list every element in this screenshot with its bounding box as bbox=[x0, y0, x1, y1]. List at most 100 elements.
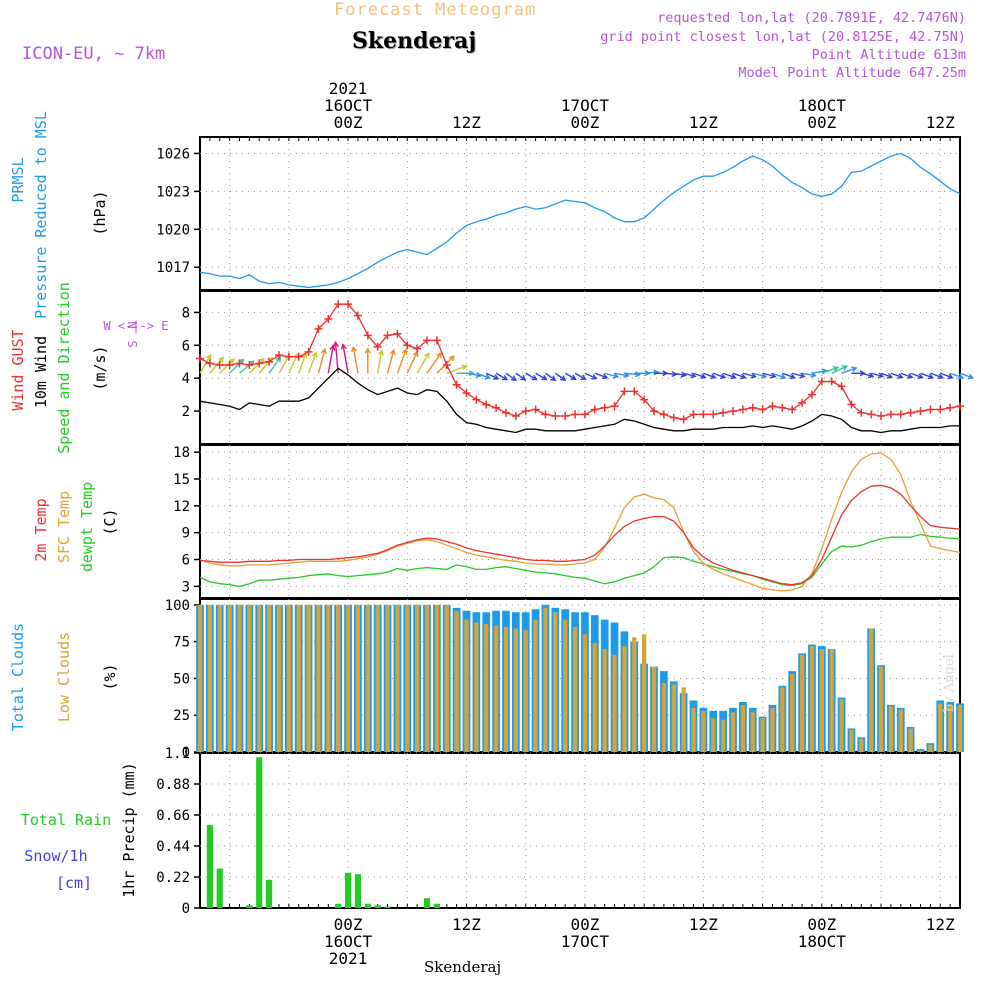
wind-arrow-shaft bbox=[327, 345, 334, 374]
gust-marker bbox=[314, 324, 323, 333]
gust-marker bbox=[324, 314, 333, 323]
y-tick-label: 18 bbox=[173, 445, 190, 461]
wind-arrow-shaft bbox=[940, 372, 953, 379]
wind-arrow-shaft bbox=[861, 372, 874, 378]
wind-gust-markers bbox=[196, 300, 964, 424]
top-time-label: 12Z bbox=[689, 113, 718, 132]
wind-arrow-shaft bbox=[713, 372, 726, 379]
low-cloud-bar bbox=[414, 604, 420, 752]
wind-arrow-head bbox=[510, 375, 517, 381]
compass-axis-label: W <-|-> E bbox=[103, 319, 168, 333]
compass-north-label: N bbox=[126, 321, 140, 328]
gust-marker bbox=[650, 407, 659, 416]
panel-frame bbox=[199, 752, 961, 909]
wind-arrow-shaft bbox=[693, 372, 706, 379]
wind-arrow-head bbox=[560, 375, 567, 381]
top-time-label: 12Z bbox=[926, 113, 955, 132]
wind-arrow-shaft bbox=[772, 372, 786, 379]
gust-marker bbox=[492, 403, 501, 412]
wind-gust-label: Wind GUST bbox=[9, 329, 27, 410]
low-cloud-bar bbox=[928, 744, 933, 752]
wind-arrow-shaft bbox=[880, 372, 893, 378]
rain-bar bbox=[374, 905, 381, 908]
wind-arrow-head bbox=[205, 353, 212, 361]
low-clouds-label: Low Clouds bbox=[55, 632, 73, 722]
low-cloud-bar bbox=[809, 646, 815, 752]
gust-marker bbox=[363, 331, 372, 340]
low-cloud-bar bbox=[592, 643, 597, 752]
low-cloud-bar bbox=[671, 684, 676, 752]
wind-arrow-head bbox=[867, 372, 875, 379]
low-cloud-bar bbox=[553, 612, 558, 752]
wind-arrow-shaft bbox=[574, 372, 586, 380]
gust-marker bbox=[442, 361, 451, 370]
low-cloud-bar bbox=[750, 712, 755, 752]
low-cloud-bar bbox=[296, 604, 301, 752]
y-tick-label: 9 bbox=[182, 526, 190, 542]
wind-arrow-head bbox=[877, 372, 885, 379]
gust-marker bbox=[798, 398, 807, 407]
wind-arrow-shaft bbox=[426, 352, 442, 374]
wind-arrow-shaft bbox=[604, 372, 618, 378]
model-point-altitude: Model Point Altitude 647.25m bbox=[738, 65, 966, 81]
wind-arrow-shaft bbox=[317, 348, 326, 374]
low-cloud-bar bbox=[770, 707, 775, 752]
pressure-label-prmsl: PRMSL bbox=[9, 157, 27, 202]
wind-arrow-head bbox=[710, 373, 717, 379]
gust-marker bbox=[265, 357, 274, 366]
wind-arrow-shaft bbox=[416, 352, 430, 374]
bottom-time-label: 2021 bbox=[329, 949, 368, 968]
wind-arrow-head bbox=[690, 372, 697, 379]
wind-arrow-head bbox=[730, 373, 737, 380]
wind-arrow-head bbox=[967, 373, 975, 380]
wind-arrow-shaft bbox=[614, 372, 629, 377]
top-time-label: 2021 bbox=[329, 79, 368, 98]
gust-marker bbox=[413, 344, 422, 353]
gust-marker bbox=[462, 389, 471, 397]
wind-arrow-head bbox=[580, 374, 587, 380]
low-cloud-bar bbox=[869, 628, 874, 752]
wind-arrow-shaft bbox=[841, 367, 857, 374]
gust-marker bbox=[867, 410, 876, 419]
gust-marker bbox=[827, 377, 836, 386]
low-cloud-bar bbox=[799, 654, 805, 752]
y-tick-label: 2 bbox=[182, 404, 190, 420]
y-tick-label: 8 bbox=[182, 305, 190, 321]
low-cloud-bar bbox=[760, 718, 765, 752]
bottom-time-label: 00Z bbox=[334, 915, 363, 934]
gust-marker bbox=[610, 402, 619, 411]
rain-bar bbox=[256, 757, 263, 908]
snow-unit-label: [cm] bbox=[56, 874, 92, 892]
gust-marker bbox=[669, 413, 678, 422]
rain-bar bbox=[364, 903, 371, 908]
gust-marker bbox=[373, 342, 382, 351]
low-cloud-bar bbox=[651, 666, 657, 752]
gust-marker bbox=[215, 361, 224, 370]
wind-arrow-head bbox=[448, 355, 455, 362]
bottom-time-label: 12Z bbox=[452, 915, 481, 934]
wind-arrow-head bbox=[436, 351, 442, 359]
wind-arrow-head bbox=[700, 373, 707, 379]
wind-arrow-shaft bbox=[890, 372, 903, 379]
total-rain-label: Total Rain bbox=[21, 811, 111, 829]
gust-marker bbox=[936, 405, 945, 414]
wind-arrow-shaft bbox=[298, 353, 307, 374]
wind-arrow-shaft bbox=[342, 344, 349, 374]
low-cloud-bar bbox=[898, 709, 903, 752]
gust-marker bbox=[689, 410, 698, 419]
gust-marker bbox=[590, 405, 599, 414]
wind-arrow-head bbox=[859, 370, 866, 377]
wind-arrow-head bbox=[550, 375, 557, 381]
low-cloud-bar bbox=[493, 625, 499, 752]
wind-arrow-shaft bbox=[762, 372, 776, 378]
wind-arrow-shaft bbox=[219, 358, 235, 374]
wind-arrow-shaft bbox=[644, 371, 659, 374]
low-cloud-bar bbox=[434, 604, 440, 752]
y-tick-label: 50 bbox=[173, 671, 190, 687]
gust-marker bbox=[817, 377, 826, 386]
low-cloud-bar bbox=[375, 604, 380, 752]
gust-marker bbox=[857, 408, 866, 417]
wind-arrow-shaft bbox=[535, 372, 547, 381]
sfc-temp-line bbox=[199, 452, 961, 592]
